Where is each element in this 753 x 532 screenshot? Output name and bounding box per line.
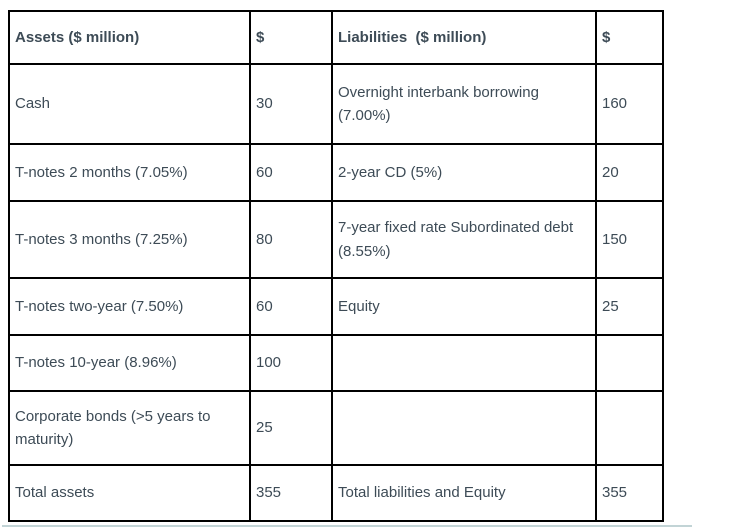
liability-amount-cell: 160 — [595, 63, 664, 145]
table-row: T-notes two-year (7.50%) 60 Equity 25 — [8, 277, 664, 336]
liability-amount-cell: 150 — [595, 200, 664, 279]
liability-name-cell — [331, 334, 597, 392]
liability-name-cell: Overnight interbank borrowing (7.00%) — [331, 63, 597, 145]
table-row: Total assets 355 Total liabilities and E… — [8, 464, 664, 522]
header-liabilities: Liabilities ($ million) — [331, 10, 597, 65]
liability-name-cell — [331, 390, 597, 466]
liability-amount-cell: 25 — [595, 277, 664, 336]
header-liabilities-amount: $ — [595, 10, 664, 65]
header-row: Assets ($ million) $ Liabilities ($ mill… — [8, 10, 664, 65]
asset-amount-cell: 80 — [249, 200, 333, 279]
table-row: T-notes 10-year (8.96%) 100 — [8, 334, 664, 392]
asset-name-cell: T-notes 3 months (7.25%) — [8, 200, 251, 279]
liability-name-cell: 2-year CD (5%) — [331, 143, 597, 202]
asset-name-cell: T-notes 2 months (7.05%) — [8, 143, 251, 202]
liability-amount-cell — [595, 334, 664, 392]
liability-name-cell: 7-year fixed rate Subordinated debt (8.5… — [331, 200, 597, 279]
asset-name-cell: Corporate bonds (>5 years to maturity) — [8, 390, 251, 466]
asset-amount-cell: 25 — [249, 390, 333, 466]
liability-amount-cell: 20 — [595, 143, 664, 202]
asset-amount-cell: 60 — [249, 277, 333, 336]
asset-amount-cell: 30 — [249, 63, 333, 145]
liability-name-cell: Equity — [331, 277, 597, 336]
asset-name-cell: Cash — [8, 63, 251, 145]
liability-name-cell: Total liabilities and Equity — [331, 464, 597, 522]
asset-name-cell: T-notes 10-year (8.96%) — [8, 334, 251, 392]
header-assets-amount: $ — [249, 10, 333, 65]
table-row: T-notes 3 months (7.25%) 80 7-year fixed… — [8, 200, 664, 279]
editor-underline-artifact — [2, 525, 692, 527]
table-row: T-notes 2 months (7.05%) 60 2-year CD (5… — [8, 143, 664, 202]
table-row: Cash 30 Overnight interbank borrowing (7… — [8, 63, 664, 145]
header-assets: Assets ($ million) — [8, 10, 251, 65]
liability-amount-cell: 355 — [595, 464, 664, 522]
asset-name-cell: T-notes two-year (7.50%) — [8, 277, 251, 336]
balance-sheet-table: Assets ($ million) $ Liabilities ($ mill… — [8, 10, 664, 522]
table-row: Corporate bonds (>5 years to maturity) 2… — [8, 390, 664, 466]
asset-amount-cell: 60 — [249, 143, 333, 202]
asset-name-cell: Total assets — [8, 464, 251, 522]
asset-amount-cell: 355 — [249, 464, 333, 522]
balance-sheet: Assets ($ million) $ Liabilities ($ mill… — [8, 10, 664, 522]
asset-amount-cell: 100 — [249, 334, 333, 392]
liability-amount-cell — [595, 390, 664, 466]
